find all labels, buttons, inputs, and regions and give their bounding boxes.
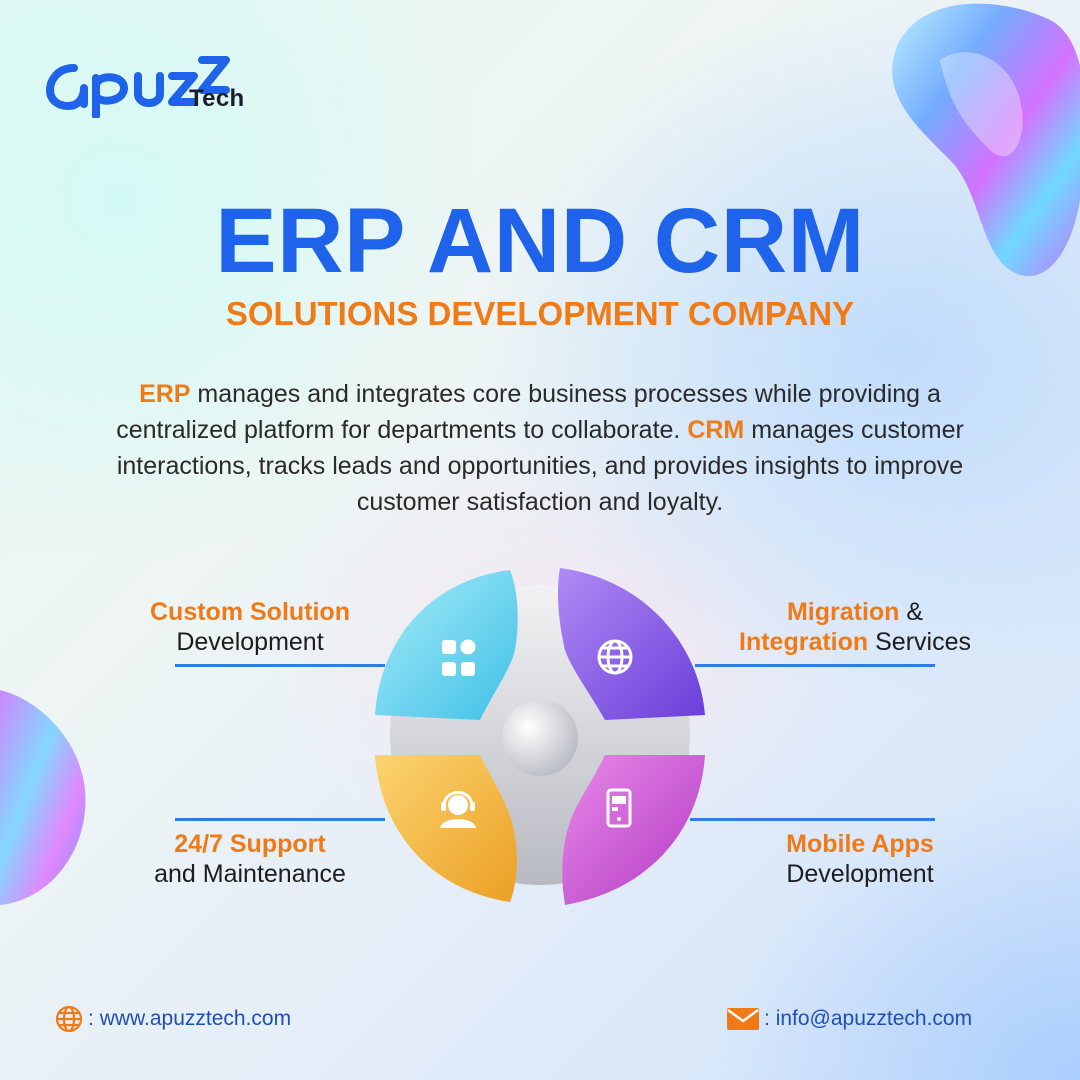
service-mid: & — [899, 598, 924, 626]
segment-migration — [557, 568, 705, 720]
brand-logo-icon — [46, 56, 230, 118]
service-rest: Development — [786, 860, 934, 888]
globe-icon — [55, 1006, 83, 1033]
email-link[interactable]: info@apuzztech.com — [775, 1007, 973, 1030]
segment-support — [375, 755, 517, 902]
service-rest: Services — [868, 628, 971, 656]
description-paragraph: ERP manages and integrates core business… — [90, 376, 990, 520]
email-separator: : — [764, 1007, 770, 1030]
connector-line — [695, 664, 935, 667]
service-highlight: Integration — [739, 628, 869, 656]
mobile-app-icon — [606, 788, 632, 828]
globe-icon — [597, 639, 633, 675]
service-label-mobile-apps: Mobile Apps Development — [740, 829, 980, 889]
segment-mobile-apps — [562, 755, 705, 905]
page-subtitle: SOLUTIONS DEVELOPMENT COMPANY — [225, 295, 855, 332]
wheel-center-ball — [502, 700, 578, 776]
service-label-migration: Migration & Integration Services — [700, 597, 1010, 657]
connector-line — [175, 664, 385, 667]
website-contact[interactable]: : www.apuzztech.com — [54, 1004, 291, 1034]
website-link[interactable]: www.apuzztech.com — [99, 1007, 292, 1030]
service-highlight: 24/7 Support — [174, 830, 326, 858]
services-wheel-diagram — [375, 568, 705, 905]
email-contact[interactable]: : info@apuzztech.com — [726, 1004, 972, 1034]
description-part-2: manages customer interactions, tracks le… — [116, 416, 964, 516]
service-highlight: Mobile Apps — [786, 830, 934, 858]
website-separator: : — [88, 1007, 94, 1030]
crm-term: CRM — [687, 416, 745, 444]
description-part-1: manages and integrates core business pro… — [116, 380, 941, 444]
decorative-blob-top-right — [892, 3, 1080, 276]
decorative-blob-left — [0, 690, 86, 905]
erp-term: ERP — [139, 380, 191, 408]
service-highlight: Migration — [786, 598, 900, 626]
grid-apps-icon — [442, 639, 476, 676]
service-rest: Development — [176, 628, 324, 656]
mail-icon — [727, 1008, 759, 1031]
connector-line — [175, 818, 385, 821]
service-highlight: Custom Solution — [150, 598, 350, 626]
logo-suffix: Tech — [189, 85, 245, 112]
headset-support-icon — [440, 791, 476, 828]
service-label-custom-solution: Custom Solution Development — [120, 597, 380, 657]
service-rest: and Maintenance — [154, 860, 346, 888]
page-title: ERP AND CRM — [215, 190, 865, 292]
connector-line — [690, 818, 935, 821]
service-label-support: 24/7 Support and Maintenance — [110, 829, 390, 889]
